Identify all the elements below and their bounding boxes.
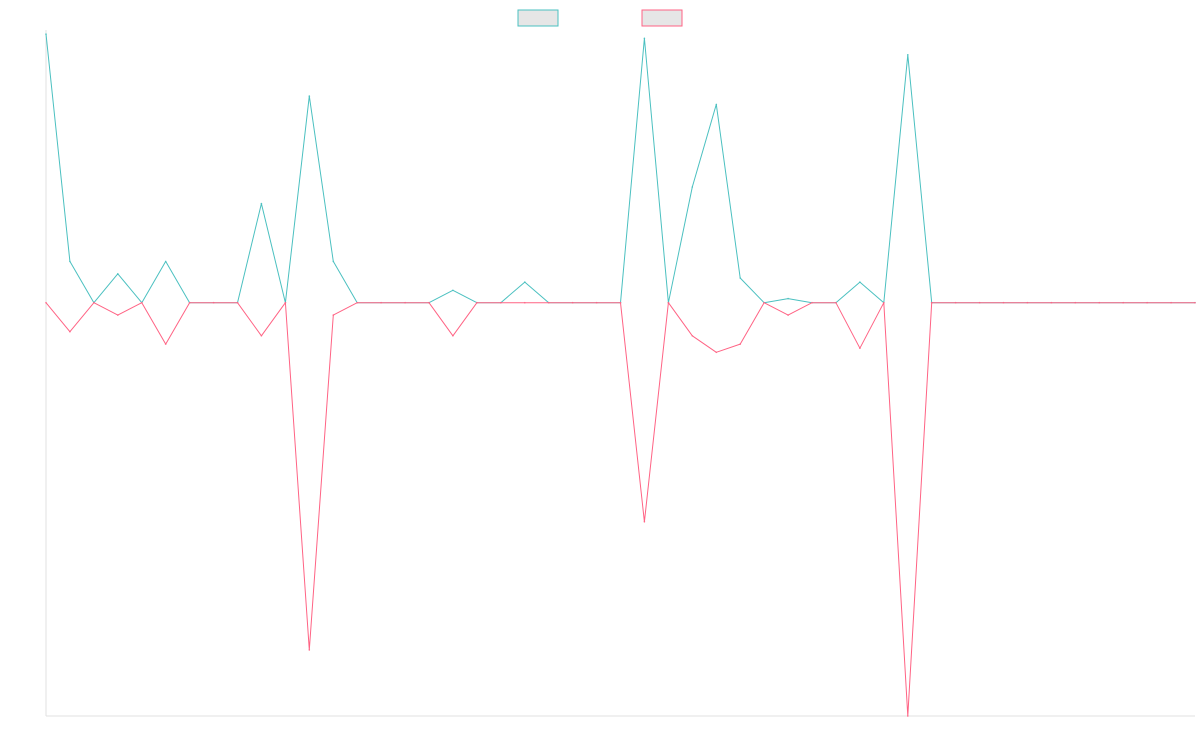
series-2-point — [787, 314, 789, 316]
series-2-point — [930, 301, 933, 304]
series-1-point — [524, 281, 526, 283]
series-layer — [45, 33, 1196, 717]
series-line-1 — [45, 34, 1195, 304]
series-1-point — [691, 186, 694, 188]
series-1-point — [739, 277, 741, 279]
series-2-point — [811, 301, 813, 304]
series-2-point — [404, 301, 406, 304]
series-2-point — [883, 301, 885, 304]
series-2-point — [428, 301, 430, 304]
series-2-point — [667, 301, 670, 304]
series-2-point — [452, 335, 454, 337]
series-2-point — [954, 301, 957, 304]
series-2-point — [308, 649, 311, 651]
series-2-point — [763, 301, 765, 304]
series-2-point — [571, 301, 574, 304]
series-1-point — [715, 103, 718, 106]
series-2-point — [1098, 301, 1101, 304]
series-1-point — [164, 260, 167, 263]
series-2-point — [284, 301, 287, 304]
series-2-point — [1170, 301, 1172, 304]
legend-swatch-2[interactable] — [641, 9, 683, 27]
series-2-point — [476, 301, 478, 304]
series-2-point — [93, 301, 95, 304]
series-1-point — [452, 289, 454, 292]
series-2-point — [141, 301, 143, 304]
series-2-point — [164, 343, 167, 345]
series-2-point — [1026, 301, 1029, 304]
series-2-point — [978, 301, 981, 304]
series-2-point — [619, 301, 622, 304]
series-2-point — [595, 301, 598, 304]
series-1-point — [859, 281, 861, 283]
series-1-point — [260, 202, 263, 205]
series-2-point — [356, 301, 359, 304]
series-1-point — [45, 33, 47, 35]
series-2-point — [117, 314, 119, 316]
legend[interactable] — [517, 9, 683, 27]
series-2-point — [547, 301, 550, 304]
series-2-point — [1146, 301, 1148, 304]
series-2-point — [1002, 301, 1005, 304]
series-1-point — [643, 37, 646, 40]
series-2-point — [1050, 301, 1053, 304]
series-2-point — [69, 330, 71, 333]
series-2-point — [188, 301, 191, 304]
series-2-point — [691, 335, 694, 337]
series-1-point — [907, 54, 909, 56]
series-2-point — [1194, 301, 1196, 304]
series-2-point — [1122, 301, 1124, 304]
series-2-point — [715, 351, 718, 354]
series-1-point — [69, 260, 71, 263]
series-1-point — [117, 273, 119, 275]
series-2-point — [332, 314, 335, 316]
series-2-point — [643, 521, 646, 523]
series-1-point — [332, 260, 335, 263]
series-1-point — [787, 297, 789, 300]
series-2-point — [212, 301, 215, 304]
series-2-point — [859, 347, 861, 350]
series-2-point — [907, 715, 909, 717]
series-2-point — [524, 301, 526, 304]
series-1-point — [308, 95, 311, 97]
series-2-point — [500, 301, 502, 304]
series-2-point — [835, 301, 837, 304]
series-2-point — [380, 301, 382, 304]
series-2-point — [236, 301, 239, 304]
series-2-point — [260, 335, 263, 337]
series-2-point — [739, 343, 741, 345]
legend-swatch-1[interactable] — [517, 9, 559, 27]
series-line-2 — [45, 302, 1195, 717]
series-2-point — [1074, 301, 1077, 304]
series-2-point — [45, 301, 47, 304]
axes — [45, 30, 1195, 717]
